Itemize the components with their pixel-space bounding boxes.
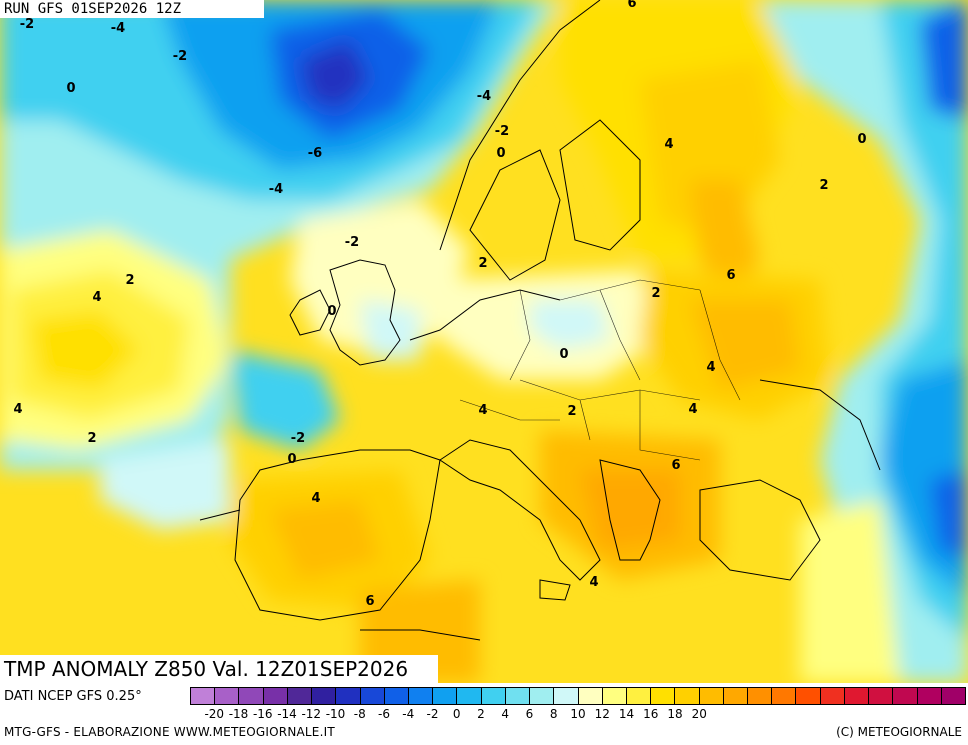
scale-cell [578, 688, 603, 704]
country-borders [459, 279, 741, 461]
scale-tick-label: -8 [353, 707, 366, 721]
contour-labels: -2 -4 -2 0 -6 -4 -4 -2 0 -2 2 4 0 4 2 -2… [13, 0, 866, 609]
contour-label: 2 [819, 178, 828, 193]
credit-right: (C) METEOGIORNALE [836, 725, 962, 739]
credit-left: MTG-GFS - ELABORAZIONE WWW.METEOGIORNALE… [4, 725, 335, 739]
contour-label: -4 [111, 21, 125, 36]
scale-cell [651, 688, 676, 704]
scale-cell [384, 688, 409, 704]
scale-cell [796, 688, 821, 704]
scale-cell [748, 688, 773, 704]
contour-label: 0 [857, 132, 866, 147]
scale-cell [312, 688, 337, 704]
scale-tick-label: -14 [277, 707, 297, 721]
contour-label: 4 [92, 290, 101, 305]
scale-cell [893, 688, 918, 704]
contour-label: 4 [311, 491, 320, 506]
contour-label: 6 [627, 0, 636, 11]
contour-label: -2 [291, 431, 305, 446]
scale-cell [215, 688, 240, 704]
color-scale-bar [190, 687, 966, 705]
contour-label: 2 [651, 286, 660, 301]
scale-cell [554, 688, 579, 704]
contour-label: 2 [125, 273, 134, 288]
contour-label: -2 [20, 17, 34, 32]
scale-tick-label: 14 [618, 707, 635, 721]
scale-cell [239, 688, 264, 704]
contour-label: -4 [477, 89, 491, 104]
contour-label: 6 [726, 268, 735, 283]
scale-cell [481, 688, 506, 704]
contour-label: -2 [495, 124, 509, 139]
scale-tick-label: 8 [549, 707, 558, 721]
scale-tick-label: 16 [643, 707, 659, 721]
scale-cell [505, 688, 531, 704]
color-scale-ticks: -20 -18 -16 -14 -12 -10 -8 -6 -4 -2 0 2 4 6 8 10 12 14 16 1… [190, 707, 966, 723]
scale-tick-label: 4 [501, 707, 510, 721]
contour-label: 4 [478, 403, 487, 418]
contour-label: -4 [269, 182, 283, 197]
contour-label: 4 [706, 360, 715, 375]
contour-label: 4 [664, 137, 673, 152]
scale-cell [191, 688, 216, 704]
scale-cell [602, 688, 627, 704]
contour-label: 0 [496, 146, 505, 161]
contour-label: -6 [308, 146, 322, 161]
contour-label: 0 [559, 347, 568, 362]
scale-tick-label: -20 [204, 707, 225, 721]
scale-cell [530, 688, 555, 704]
scale-cell [287, 688, 313, 704]
scale-cell [433, 688, 458, 704]
run-title: RUN GFS 01SEP2026 12Z [0, 0, 264, 18]
contour-label: 6 [365, 594, 374, 609]
contour-label: 4 [589, 575, 598, 590]
scale-tick-label: 12 [594, 707, 610, 721]
scale-cell [699, 688, 724, 704]
coastlines [199, 0, 881, 641]
contour-label: 4 [13, 402, 22, 417]
scale-tick-label: 0 [452, 707, 461, 721]
contour-label: -2 [173, 49, 187, 64]
contour-label: 6 [671, 458, 680, 473]
scale-cell [844, 688, 870, 704]
scale-cell [869, 688, 894, 704]
scale-tick-label: -6 [378, 707, 390, 721]
scale-cell [917, 688, 942, 704]
contour-label: -2 [345, 235, 359, 250]
scale-cell [820, 688, 845, 704]
scale-cell [408, 688, 434, 704]
contour-label: 0 [327, 304, 336, 319]
contour-label: 0 [66, 81, 75, 96]
temperature-anomaly-map: -2 -4 -2 0 -6 -4 -4 -2 0 -2 2 4 0 4 2 -2… [0, 0, 968, 683]
scale-cell [263, 688, 288, 704]
scale-cell [626, 688, 652, 704]
scale-cell [941, 688, 965, 704]
scale-tick-label: -10 [325, 707, 346, 721]
scale-tick-label: 20 [691, 707, 707, 721]
scale-cell [360, 688, 385, 704]
scale-cell [675, 688, 700, 704]
map-title: TMP ANOMALY Z850 Val. 12Z01SEP2026 [0, 655, 438, 683]
scale-cell [772, 688, 797, 704]
scale-tick-label: 10 [570, 707, 586, 721]
contour-label: 2 [87, 431, 96, 446]
scale-tick-label: 6 [525, 707, 534, 721]
scale-tick-label: -18 [228, 707, 249, 721]
contour-label: 2 [478, 256, 487, 271]
scale-cell [457, 688, 482, 704]
scale-cell [336, 688, 361, 704]
data-source-label: DATI NCEP GFS 0.25° [4, 689, 142, 704]
scale-tick-label: -12 [301, 707, 322, 721]
scale-cell [723, 688, 749, 704]
contour-label: 2 [567, 404, 576, 419]
contour-label: 4 [688, 402, 697, 417]
scale-tick-label: 2 [477, 707, 485, 721]
scale-tick-label: -4 [402, 707, 415, 721]
scale-tick-label: -2 [426, 707, 439, 721]
contour-label: 0 [287, 452, 296, 467]
scale-tick-label: 18 [667, 707, 683, 721]
scale-tick-label: -16 [252, 707, 273, 721]
